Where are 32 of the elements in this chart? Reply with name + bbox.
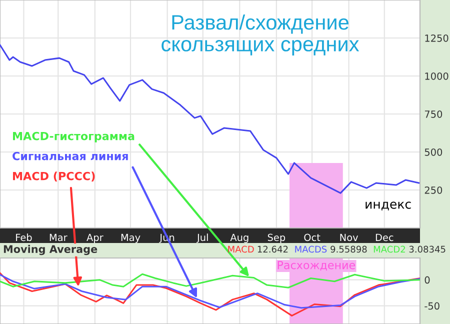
- text: 12.642: [258, 246, 288, 253]
- annotation: индекс: [366, 202, 411, 210]
- x-tick-label: Oct: [304, 234, 320, 242]
- x-tick-label: Sep: [268, 234, 286, 243]
- x-tick-label: Nov: [340, 234, 358, 242]
- x-tick-label: Dec: [376, 234, 394, 242]
- annotation: MACD (РССС): [13, 172, 95, 182]
- x-tick-label: Apr: [86, 234, 104, 243]
- chart-title: Moving Average: [4, 244, 98, 256]
- x-tick-label: Mar: [50, 234, 68, 242]
- band-label: Расхождение: [278, 260, 356, 271]
- x-tick-label: Feb: [16, 234, 32, 242]
- x-tick-label: Aug: [230, 234, 248, 243]
- y-tick-label: 0: [424, 276, 430, 284]
- x-tick-label: May: [121, 234, 140, 243]
- y-tick-label: 750: [424, 110, 442, 118]
- y-tick-label: -50: [424, 302, 440, 310]
- x-tick-label: Jul: [196, 234, 208, 243]
- y-tick-label: 1250: [425, 34, 448, 42]
- line-series: [0, 274, 420, 309]
- text: MACDS: [295, 246, 327, 253]
- annotation: MACD-гистограмма: [13, 132, 134, 142]
- line-series: [0, 272, 420, 316]
- y-tick-label: 500: [424, 148, 442, 156]
- text: MACD2: [374, 246, 405, 253]
- text: 3.08345: [409, 246, 446, 253]
- text: 9.55898: [330, 246, 367, 253]
- text: MACD: [228, 246, 254, 253]
- annotation: Сигнальная линия: [12, 152, 128, 160]
- y-tick-label: 250: [424, 186, 442, 194]
- y-tick-label: 1000: [425, 72, 448, 80]
- text: Развал/схождение скользящих средних: [162, 14, 360, 56]
